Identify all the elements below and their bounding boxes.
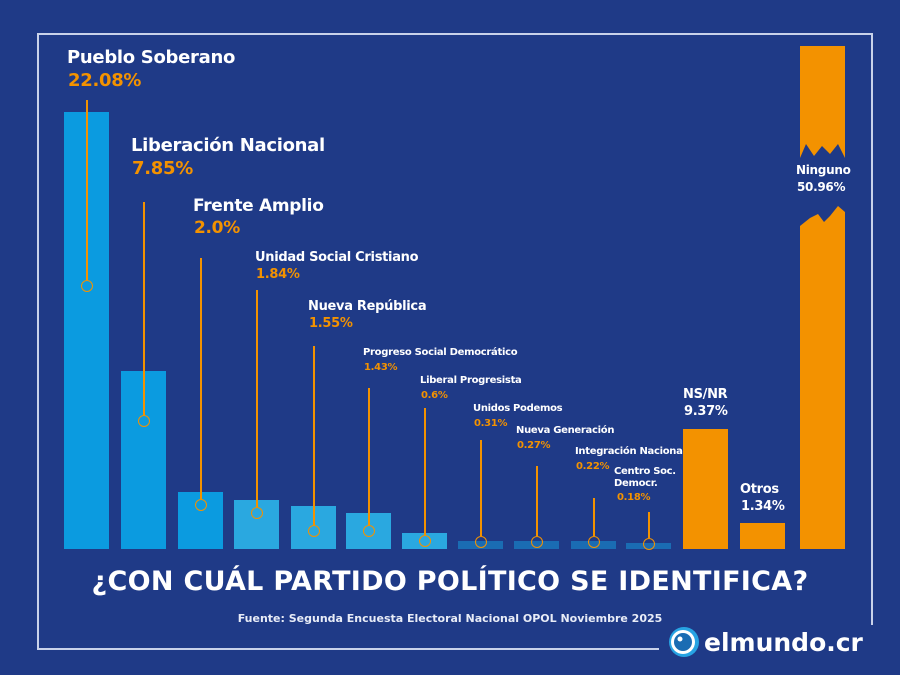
leader-line: [143, 202, 145, 415]
leader-line: [536, 466, 538, 536]
category-label: Centro Soc. Democr.: [614, 466, 676, 489]
data-label: 7.85%: [132, 158, 193, 179]
data-label: 22.08%: [68, 70, 142, 91]
leader-dot: [81, 280, 93, 292]
category-label: Integración Nacional: [575, 446, 686, 457]
bar-otros: [740, 523, 785, 549]
leader-line: [368, 388, 370, 525]
category-label: Nueva Generación: [516, 425, 615, 436]
category-label: Pueblo Soberano: [67, 47, 236, 68]
data-label: 1.34%: [741, 499, 785, 514]
leader-line: [256, 290, 258, 507]
bar-ns-nr: [683, 429, 728, 549]
category-label: Otros: [740, 482, 779, 497]
frame-bottom: [37, 648, 659, 650]
bar-ninguno: [800, 46, 845, 549]
leader-line: [424, 408, 426, 535]
category-label: Nueva República: [308, 299, 427, 314]
data-label: 0.27%: [517, 440, 551, 451]
frame-left: [37, 33, 39, 649]
category-label: Liberación Nacional: [131, 135, 325, 156]
category-label: Unidos Podemos: [473, 403, 563, 414]
leader-line: [480, 440, 482, 536]
leader-line: [648, 512, 650, 538]
leader-dot: [363, 525, 375, 537]
leader-line: [200, 258, 202, 499]
data-label: 1.43%: [364, 362, 398, 373]
category-label: Liberal Progresista: [420, 375, 522, 386]
logo[interactable]: elmundo.cr: [668, 626, 863, 658]
leader-line: [593, 498, 595, 536]
category-label: Frente Amplio: [193, 196, 324, 216]
leader-dot: [195, 499, 207, 511]
frame-right: [871, 33, 873, 625]
data-label: 2.0%: [194, 218, 240, 238]
leader-dot: [475, 536, 487, 548]
category-label: Unidad Social Cristiano: [255, 250, 419, 265]
leader-line: [313, 346, 315, 525]
leader-line: [86, 100, 88, 280]
data-label: 50.96%: [797, 180, 846, 194]
data-label: 0.22%: [576, 461, 610, 472]
frame-top: [37, 33, 873, 35]
chart-title: ¿CON CUÁL PARTIDO POLÍTICO SE IDENTIFICA…: [91, 566, 809, 597]
leader-dot: [531, 536, 543, 548]
eye-logo-icon: [669, 627, 699, 657]
axis-break-bar: [800, 46, 845, 549]
category-label: Progreso Social Democrático: [363, 347, 518, 358]
data-label: 9.37%: [684, 404, 728, 419]
leader-dot: [419, 535, 431, 547]
logo-text: elmundo.cr: [704, 627, 863, 657]
data-label: 1.84%: [256, 267, 300, 282]
category-label: Ninguno: [796, 163, 851, 177]
leader-dot: [138, 415, 150, 427]
data-label: 0.18%: [617, 492, 651, 503]
category-label: NS/NR: [683, 387, 728, 402]
data-label: 0.6%: [421, 390, 448, 401]
data-label: 0.31%: [474, 418, 508, 429]
data-label: 1.55%: [309, 316, 353, 331]
leader-dot: [251, 507, 263, 519]
leader-dot: [308, 525, 320, 537]
source-note: Fuente: Segunda Encuesta Electoral Nacio…: [237, 612, 663, 625]
leader-dot: [588, 536, 600, 548]
leader-dot: [643, 538, 655, 550]
